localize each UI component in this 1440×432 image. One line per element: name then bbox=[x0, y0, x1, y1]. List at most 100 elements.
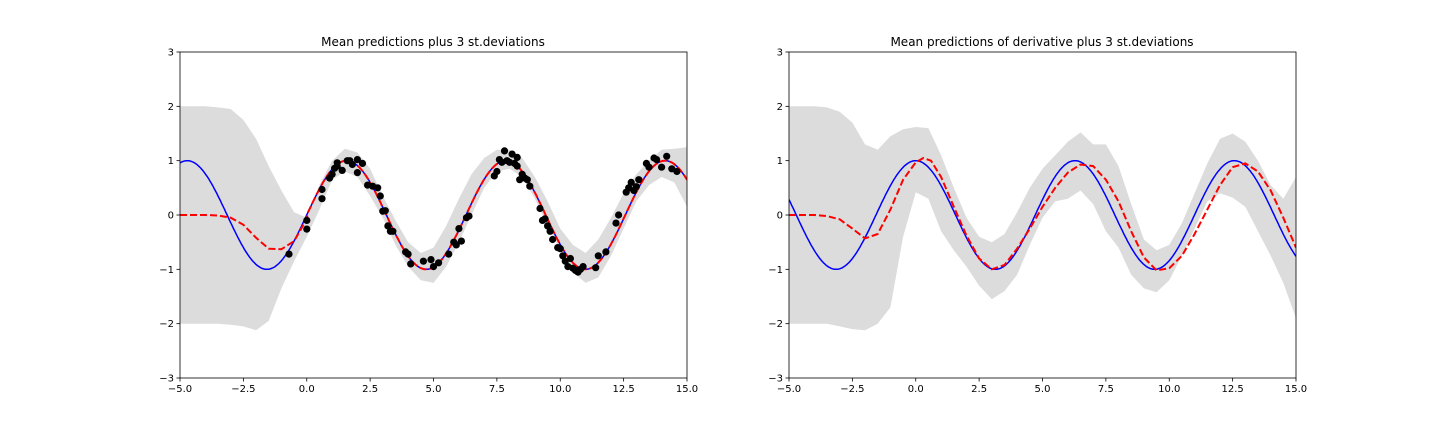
left-chart-data-point bbox=[627, 178, 635, 186]
left-chart-data-point bbox=[546, 227, 554, 235]
left-chart-x-tick-label: 5.0 bbox=[426, 384, 442, 395]
left-chart-y-tick-label: −1 bbox=[159, 265, 174, 276]
left-chart-data-point bbox=[452, 241, 460, 249]
left-chart-data-point bbox=[285, 250, 293, 258]
left-chart-data-point bbox=[592, 264, 600, 272]
left-chart-data-point bbox=[635, 176, 643, 184]
left-chart-confidence-band bbox=[180, 106, 687, 331]
right-chart-confidence-band bbox=[789, 106, 1296, 331]
left-chart-x-tick-label: 0.0 bbox=[299, 384, 315, 395]
right-chart-x-tick-label: 12.5 bbox=[1221, 384, 1243, 395]
left-chart-y-tick-label: 2 bbox=[168, 102, 174, 113]
left-chart-data-point bbox=[653, 156, 661, 164]
right-chart-x-tick-label: 5.0 bbox=[1035, 384, 1051, 395]
right-chart-plot-area bbox=[789, 106, 1296, 331]
right-chart-title: Mean predictions of derivative plus 3 st… bbox=[890, 35, 1193, 49]
left-chart-data-point bbox=[658, 163, 666, 171]
left-chart-data-point bbox=[465, 212, 473, 220]
left-chart-data-point bbox=[594, 252, 602, 260]
left-chart-data-point bbox=[632, 183, 640, 191]
left-chart-data-point bbox=[513, 162, 521, 170]
left-chart-data-point bbox=[435, 259, 443, 267]
left-chart-data-point bbox=[333, 159, 341, 167]
left-chart-data-point bbox=[348, 160, 356, 169]
right-chart-x-tick-label: −5.0 bbox=[777, 384, 801, 395]
left-chart-x-tick-label: 12.5 bbox=[612, 384, 634, 395]
left-chart-data-point bbox=[549, 235, 557, 244]
left-chart-x-tick-label: −5.0 bbox=[168, 384, 192, 395]
left-chart-data-point bbox=[663, 152, 671, 160]
right-chart-y-tick-label: 3 bbox=[777, 48, 783, 59]
right-chart-panel: Mean predictions of derivative plus 3 st… bbox=[768, 35, 1307, 395]
left-chart-data-point bbox=[407, 260, 415, 268]
left-chart-y-tick-label: 3 bbox=[168, 48, 174, 59]
left-chart-data-point bbox=[303, 216, 311, 224]
left-chart-data-point bbox=[389, 227, 397, 235]
left-chart-data-point bbox=[513, 153, 521, 161]
left-chart-data-point bbox=[353, 169, 361, 177]
left-chart-data-point bbox=[673, 167, 681, 176]
left-chart-y-tick-label: 0 bbox=[168, 211, 174, 222]
right-chart-y-tick-label: 0 bbox=[777, 211, 783, 222]
left-chart-data-point bbox=[457, 237, 465, 245]
left-chart-data-point bbox=[381, 207, 389, 215]
left-chart-y-tick-label: −2 bbox=[159, 319, 174, 330]
left-chart-data-point bbox=[612, 219, 620, 227]
right-chart-x-tick-label: 2.5 bbox=[971, 384, 987, 395]
left-chart-data-point bbox=[353, 156, 361, 164]
left-chart-x-tick-label: 15.0 bbox=[676, 384, 698, 395]
right-chart-x-tick-label: −2.5 bbox=[840, 384, 864, 395]
left-chart-data-point bbox=[602, 248, 610, 256]
right-chart-y-tick-label: 1 bbox=[777, 156, 783, 167]
left-chart-data-point bbox=[338, 166, 346, 174]
left-chart-data-point bbox=[556, 245, 564, 253]
left-chart-data-point bbox=[579, 263, 587, 271]
left-chart-data-point bbox=[376, 192, 384, 200]
right-chart-x-tick-label: 0.0 bbox=[908, 384, 924, 395]
left-chart-data-point bbox=[559, 252, 567, 260]
right-chart-true-function-line bbox=[789, 159, 1296, 271]
left-chart-data-point bbox=[541, 215, 549, 223]
left-chart-data-point bbox=[500, 147, 509, 155]
left-chart-data-point bbox=[328, 170, 336, 178]
left-chart-data-point bbox=[645, 163, 653, 171]
left-chart-plot-area bbox=[180, 106, 687, 331]
left-chart-panel: Mean predictions plus 3 st.deviations −5… bbox=[159, 35, 698, 395]
left-chart-prediction-mean-line bbox=[180, 159, 687, 271]
left-chart-data-point bbox=[404, 250, 412, 258]
left-chart-x-tick-label: 2.5 bbox=[362, 384, 378, 395]
left-chart-data-point bbox=[544, 222, 552, 230]
left-chart-data-point bbox=[493, 167, 501, 176]
right-chart-y-tick-label: 2 bbox=[777, 102, 783, 113]
left-chart-data-point bbox=[358, 159, 367, 167]
left-chart-data-point bbox=[455, 225, 463, 233]
left-chart-x-tick-label: −2.5 bbox=[231, 384, 255, 395]
left-chart-x-tick-label: 7.5 bbox=[489, 384, 505, 395]
left-chart-data-point bbox=[429, 263, 438, 271]
left-chart-data-point bbox=[445, 250, 453, 258]
right-chart-x-tick-label: 7.5 bbox=[1098, 384, 1114, 395]
left-chart-data-point bbox=[318, 185, 326, 194]
left-chart-data-point bbox=[384, 222, 392, 230]
left-chart-data-point bbox=[419, 257, 427, 265]
left-chart-data-point bbox=[318, 195, 326, 203]
left-chart-data-point bbox=[508, 150, 516, 158]
right-chart-x-tick-label: 15.0 bbox=[1285, 384, 1307, 395]
left-chart-y-tick-label: 1 bbox=[168, 156, 174, 167]
left-chart-x-tick-label: 10.0 bbox=[549, 384, 571, 395]
left-chart-y-tick-label: −3 bbox=[159, 374, 174, 385]
right-chart-y-tick-label: −2 bbox=[768, 319, 783, 330]
left-chart-data-point bbox=[374, 184, 382, 192]
left-chart-data-point bbox=[536, 204, 544, 213]
left-chart-data-point bbox=[427, 256, 435, 264]
right-chart-prediction-mean-line bbox=[789, 156, 1296, 272]
left-chart-data-point bbox=[303, 225, 311, 233]
left-chart-data-point bbox=[523, 176, 531, 184]
left-chart-title: Mean predictions plus 3 st.deviations bbox=[321, 35, 545, 49]
right-chart-y-tick-label: −3 bbox=[768, 374, 783, 385]
left-chart-data-point bbox=[615, 211, 623, 219]
left-chart-data-point bbox=[526, 182, 534, 190]
right-chart-y-tick-label: −1 bbox=[768, 265, 783, 276]
left-chart-data-point bbox=[566, 254, 575, 263]
